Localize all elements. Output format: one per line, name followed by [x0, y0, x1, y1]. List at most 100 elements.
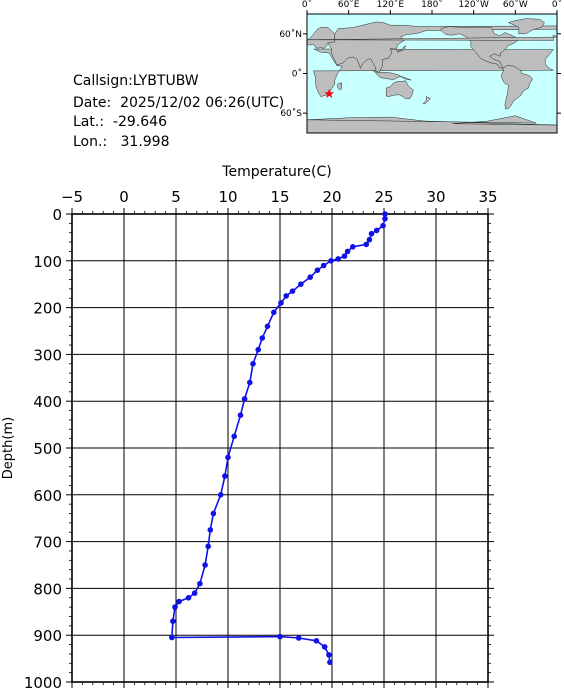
data-point: [247, 379, 253, 386]
landmass: [396, 45, 406, 53]
data-point: [298, 281, 304, 288]
data-point: [271, 309, 277, 316]
landmass: [337, 82, 342, 91]
x-axis-label: Temperature(C): [221, 164, 331, 180]
landmass: [501, 65, 533, 110]
data-point: [169, 634, 175, 641]
y-tick-label: 200: [33, 300, 62, 318]
callsign-text: Callsign:LYBTUBW: [73, 73, 199, 89]
y-tick-labels: 0 100 200 300 400 500 600 700 800 900 1000: [24, 206, 62, 690]
map-ticks: [303, 10, 561, 114]
landmass: [386, 80, 414, 99]
x-tick-label: 5: [171, 188, 181, 206]
data-point: [295, 635, 302, 641]
data-point: [382, 211, 388, 217]
data-point: [255, 346, 261, 353]
landmass: [507, 18, 545, 34]
x-tick-label: 0: [119, 188, 129, 206]
data-point: [259, 335, 266, 341]
map-lon-label: 120˚E: [377, 0, 405, 10]
map-lon-label: 60˚W: [503, 0, 528, 10]
data-point: [289, 288, 296, 295]
chart-axes: [66, 208, 494, 688]
y-axis-label: Depth(m): [1, 417, 16, 479]
data-point: [185, 595, 192, 601]
station-marker: ★: [323, 87, 335, 102]
x-tick-label: 35: [478, 188, 497, 206]
data-point: [307, 274, 314, 281]
data-point: [241, 396, 248, 402]
x-tick-label: 30: [426, 188, 445, 206]
data-point: [328, 258, 334, 264]
data-point: [373, 227, 380, 234]
data-point: [341, 253, 348, 259]
landmass: [372, 70, 412, 81]
x-tick-label: −5: [61, 188, 83, 206]
x-tick-labels: −5 0 5 10 15 20 25 30 35: [61, 188, 498, 206]
data-point: [191, 590, 198, 596]
landmass: [440, 26, 520, 69]
latitude-text: Lat.: -29.646: [73, 114, 167, 130]
data-point: [382, 215, 388, 222]
data-point: [278, 300, 284, 306]
data-point: [237, 412, 244, 419]
map-lat-label: 60˚N: [279, 29, 302, 40]
data-point: [250, 361, 256, 367]
data-point: [366, 236, 373, 243]
map-lat-label: 60˚S: [280, 108, 302, 119]
landmass: [422, 96, 431, 105]
data-point: [231, 433, 237, 440]
map-labels: 0˚ 60˚E 120˚E 180˚ 120˚W 60˚W 0˚ 60˚N 0˚ 60˚S: [279, 0, 562, 119]
x-tick-label: 20: [322, 188, 341, 206]
series-group: [169, 211, 388, 666]
data-point: [176, 598, 182, 605]
plot-frame: [71, 213, 489, 683]
map-lon-label: 0˚: [552, 0, 562, 10]
y-tick-label: 300: [33, 346, 62, 364]
data-point: [313, 638, 320, 644]
data-point: [170, 618, 176, 624]
data-point: [363, 241, 370, 248]
map-lon-label: 180˚: [421, 0, 443, 10]
y-tick-label: 100: [33, 253, 62, 271]
data-point: [172, 604, 178, 610]
y-tick-label: 600: [33, 487, 62, 505]
map-lon-label: 60˚E: [338, 0, 360, 10]
y-tick-label: 400: [33, 393, 62, 411]
y-tick-label: 700: [33, 534, 62, 552]
y-tick-label: 1000: [24, 674, 62, 690]
map-lon-label: 120˚W: [458, 0, 489, 10]
data-point: [320, 262, 327, 269]
data-point: [205, 543, 211, 550]
y-tick-label: 900: [33, 627, 62, 645]
x-tick-label: 10: [218, 188, 237, 206]
data-point: [197, 580, 203, 587]
landmass: [307, 34, 557, 41]
data-point: [264, 323, 271, 330]
data-point: [207, 527, 214, 533]
data-point: [217, 492, 224, 498]
series-line: [170, 214, 386, 663]
data-point: [321, 644, 328, 650]
map-lat-label: 0˚: [292, 69, 302, 80]
x-tick-label: 25: [374, 188, 393, 206]
longitude-text: Lon.: 31.998: [73, 134, 170, 150]
date-text: Date: 2025/12/02 06:26(UTC): [73, 95, 285, 111]
y-tick-label: 800: [33, 580, 62, 598]
y-tick-label: 500: [33, 440, 62, 458]
data-point: [202, 562, 208, 568]
data-point: [210, 510, 217, 517]
data-point: [368, 230, 375, 237]
map-lon-label: 0˚: [302, 0, 312, 10]
landmass: [327, 21, 558, 73]
y-tick-label: 0: [52, 206, 62, 224]
data-point: [327, 659, 333, 666]
chart-grid: [71, 213, 489, 683]
data-point: [335, 256, 342, 262]
data-point: [277, 633, 283, 640]
data-point: [222, 473, 228, 479]
data-point: [344, 248, 351, 255]
data-point: [380, 222, 386, 229]
